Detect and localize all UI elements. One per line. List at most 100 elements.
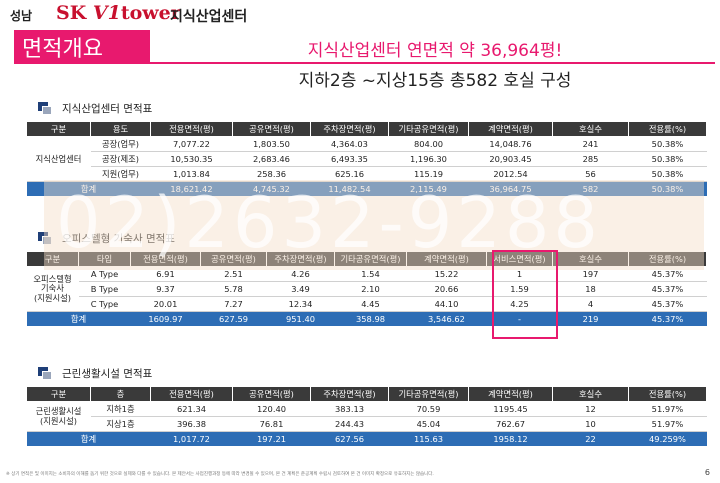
table-cell: 76.81 xyxy=(232,416,311,432)
table-cell: 70.59 xyxy=(388,401,469,417)
table-cell: 51.97% xyxy=(628,416,707,432)
section-heading-dormitory: 오피스텔형 기숙사 면적표 xyxy=(38,231,175,246)
table-cell: 50.38% xyxy=(628,166,707,182)
header-subtitle: 지식산업센터 xyxy=(170,9,248,25)
table-cell: 3.49 xyxy=(266,281,335,297)
table-cell: 18,621.42 xyxy=(150,181,233,196)
table-cell: 804.00 xyxy=(388,136,469,152)
table-cell: 50.38% xyxy=(628,136,707,152)
headline-floors: 지하2층 ~지상15층 총582 호실 구성 xyxy=(298,71,572,91)
table-cell: 20,903.45 xyxy=(468,151,553,167)
table-row: 공장(제조) 10,530.35 2,683.46 6,493.35 1,196.30 2… xyxy=(27,151,707,167)
table-cell: - xyxy=(486,311,553,326)
table-cell: C Type xyxy=(78,296,131,312)
table-cell: 627.56 xyxy=(310,431,389,446)
col-header: 서비스면적(평) xyxy=(486,251,553,267)
table-cell: 4,745.32 xyxy=(232,181,311,196)
table-cell: 4.25 xyxy=(486,296,553,312)
col-header: 계약면적(평) xyxy=(468,121,553,137)
table-header-row: 구분 타입 전용면적(평) 공유면적(평) 주차장면적(평) 기타공유면적(평)… xyxy=(26,251,707,267)
table-cell: 12 xyxy=(552,401,629,417)
headline-total-area: 지식산업센터 연면적 약 36,964평! xyxy=(307,41,563,61)
col-header: 전용률(%) xyxy=(628,121,707,137)
table-cell: 45.37% xyxy=(628,296,707,312)
col-header: 구분 xyxy=(26,121,91,137)
title-underline xyxy=(150,62,715,64)
table-cell: 1 xyxy=(486,266,553,282)
table-cell: 4,364.03 xyxy=(310,136,389,152)
table-cell: 합계 xyxy=(26,311,131,326)
table-cell: 지상1층 xyxy=(90,416,151,432)
table-row: 지원(업무) 1,013.84 258.36 625.16 115.19 2012.54 5… xyxy=(27,166,707,182)
table-row: B Type 9.37 5.78 3.49 2.10 20.66 1.59 18 45.37% xyxy=(27,281,707,297)
table-cell: 3,546.62 xyxy=(406,311,487,326)
table-cell: 20.01 xyxy=(130,296,201,312)
total-row: 합계 18,621.42 4,745.32 11,482.54 2,115.49 36,9… xyxy=(26,181,707,196)
table-cell: 1958.12 xyxy=(468,431,553,446)
table-cell: 지원(업무) xyxy=(90,166,151,182)
col-header: 계약면적(평) xyxy=(468,386,553,402)
table-cell: 6,493.35 xyxy=(310,151,389,167)
table-cell: 197 xyxy=(552,266,629,282)
section-title: 지식산업센터 면적표 xyxy=(62,103,153,115)
table-cell: 2,115.49 xyxy=(388,181,469,196)
col-header: 용도 xyxy=(90,121,151,137)
table-row: 오피스텔형 기숙사 (지원시설) A Type 6.91 2.51 4.26 1.54 1… xyxy=(26,266,707,312)
group-cell: 오피스텔형 기숙사 (지원시설) xyxy=(26,266,79,312)
table-cell: 49.259% xyxy=(628,431,707,446)
table-cell: 115.63 xyxy=(388,431,469,446)
table-cell: 18 xyxy=(552,281,629,297)
col-header: 호실수 xyxy=(552,121,629,137)
table-cell: 2,683.46 xyxy=(232,151,311,167)
col-header: 구분 xyxy=(26,386,91,402)
table-cell: 44.10 xyxy=(406,296,487,312)
table-header-row: 구분 용도 전용면적(평) 공유면적(평) 주차장면적(평) 기타공유면적(평)… xyxy=(26,121,707,137)
table-cell: 1,013.84 xyxy=(150,166,233,182)
table-cell: 합계 xyxy=(26,181,151,196)
section-title: 근린생활시설 면적표 xyxy=(62,368,153,380)
table-cell: 14,048.76 xyxy=(468,136,553,152)
table-cell: 4.45 xyxy=(334,296,407,312)
table-cell: 10,530.35 xyxy=(150,151,233,167)
col-header: 계약면적(평) xyxy=(406,251,487,267)
table-cell: 1,196.30 xyxy=(388,151,469,167)
table-cell: 625.16 xyxy=(310,166,389,182)
table-cell: 383.13 xyxy=(310,401,389,417)
square-bullet-icon xyxy=(38,367,52,380)
col-header: 전용면적(평) xyxy=(150,386,233,402)
table-cell: 12.34 xyxy=(266,296,335,312)
table-row: 지상1층 396.38 76.81 244.43 45.04 762.67 10 51.97% xyxy=(27,416,707,432)
table-cell: 7.27 xyxy=(200,296,267,312)
table-cell: 285 xyxy=(552,151,629,167)
dormitory-area-table: 구분 타입 전용면적(평) 공유면적(평) 주차장면적(평) 기타공유면적(평)… xyxy=(26,251,707,326)
table-cell: 2012.54 xyxy=(468,166,553,182)
table-header-row: 구분 층 전용면적(평) 공유면적(평) 주차장면적(평) 기타공유면적(평) … xyxy=(26,386,707,402)
col-header: 전용률(%) xyxy=(628,251,707,267)
table-cell: 45.37% xyxy=(628,281,707,297)
section-title-bar: 면적개요 xyxy=(14,30,150,64)
table-cell: 2.10 xyxy=(334,281,407,297)
table-cell: 5.78 xyxy=(200,281,267,297)
table-cell: 11,482.54 xyxy=(310,181,389,196)
col-header: 구분 xyxy=(26,251,79,267)
col-header: 기타공유면적(평) xyxy=(388,121,469,137)
total-row: 합계 1609.97 627.59 951.40 358.98 3,546.62-219 4… xyxy=(26,311,707,326)
table-cell: A Type xyxy=(78,266,131,282)
footer-disclaimer: ※ 상기 면적은 및 이미지는 소비자의 이해를 돕기 위한 것으로 실제와 다… xyxy=(6,472,434,477)
table-cell: 115.19 xyxy=(388,166,469,182)
col-header: 주차장면적(평) xyxy=(310,121,389,137)
table-cell: 241 xyxy=(552,136,629,152)
table-cell: 45.37% xyxy=(628,311,707,326)
table-cell: 244.43 xyxy=(310,416,389,432)
table-cell: 합계 xyxy=(26,431,151,446)
table-cell: 197.21 xyxy=(232,431,311,446)
table-cell: 56 xyxy=(552,166,629,182)
table-cell: 공장(업무) xyxy=(90,136,151,152)
col-header: 층 xyxy=(90,386,151,402)
table-cell: 20.66 xyxy=(406,281,487,297)
table-cell: 45.37% xyxy=(628,266,707,282)
section-heading-knowledge-center: 지식산업센터 면적표 xyxy=(38,101,152,116)
table-cell: 7,077.22 xyxy=(150,136,233,152)
table-cell: 1.54 xyxy=(334,266,407,282)
top-bar: 성남 SK V1tower 지식산업센터 xyxy=(0,0,720,30)
